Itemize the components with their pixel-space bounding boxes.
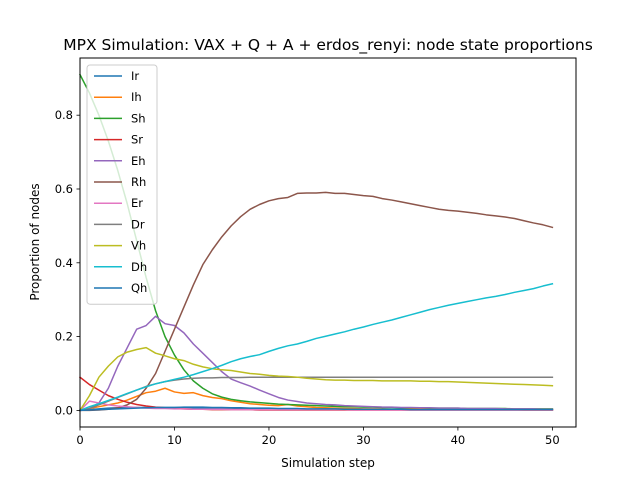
x-tick-label: 30 [356, 433, 371, 447]
legend-label-sh: Sh [131, 111, 146, 125]
y-axis-ticks: 0.0 0.2 0.4 0.6 0.8 [55, 108, 80, 417]
legend-box [86, 64, 158, 305]
y-tick-label: 0.2 [55, 330, 73, 344]
legend-label-er: Er [131, 196, 143, 210]
x-axis-label: Simulation step [281, 456, 375, 470]
y-tick-label: 0.4 [55, 256, 73, 270]
x-tick-label: 0 [76, 433, 83, 447]
legend-label-qh: Qh [131, 281, 147, 295]
y-tick-label: 0.6 [55, 182, 73, 196]
legend: Ir Ih Sh Sr Eh Rh Er Dr Vh Dh Qh [86, 64, 158, 305]
y-tick-label: 0.0 [55, 403, 73, 417]
legend-label-dr: Dr [131, 217, 145, 231]
legend-label-vh: Vh [131, 239, 146, 253]
legend-label-dh: Dh [131, 260, 147, 274]
legend-label-ir: Ir [131, 69, 139, 83]
x-tick-label: 20 [262, 433, 277, 447]
x-tick-label: 40 [451, 433, 466, 447]
series-lines [78, 73, 554, 412]
legend-label-eh: Eh [131, 154, 146, 168]
x-tick-label: 50 [545, 433, 560, 447]
series-line-vh [78, 346, 554, 412]
y-tick-label: 0.8 [55, 108, 73, 122]
series-line-qh [79, 406, 554, 412]
series-line-eh [79, 315, 554, 412]
chart-title: MPX Simulation: VAX + Q + A + erdos_reny… [63, 36, 593, 55]
legend-label-sr: Sr [131, 133, 143, 147]
series-line-dh [79, 282, 554, 412]
legend-label-ih: Ih [131, 90, 142, 104]
plot-frame [79, 57, 577, 428]
x-tick-label: 10 [167, 433, 182, 447]
x-axis-ticks: 0 10 20 30 40 50 [76, 427, 560, 447]
y-axis-label: Proportion of nodes [28, 183, 42, 300]
series-line-rh [79, 191, 554, 412]
legend-label-rh: Rh [131, 175, 146, 189]
